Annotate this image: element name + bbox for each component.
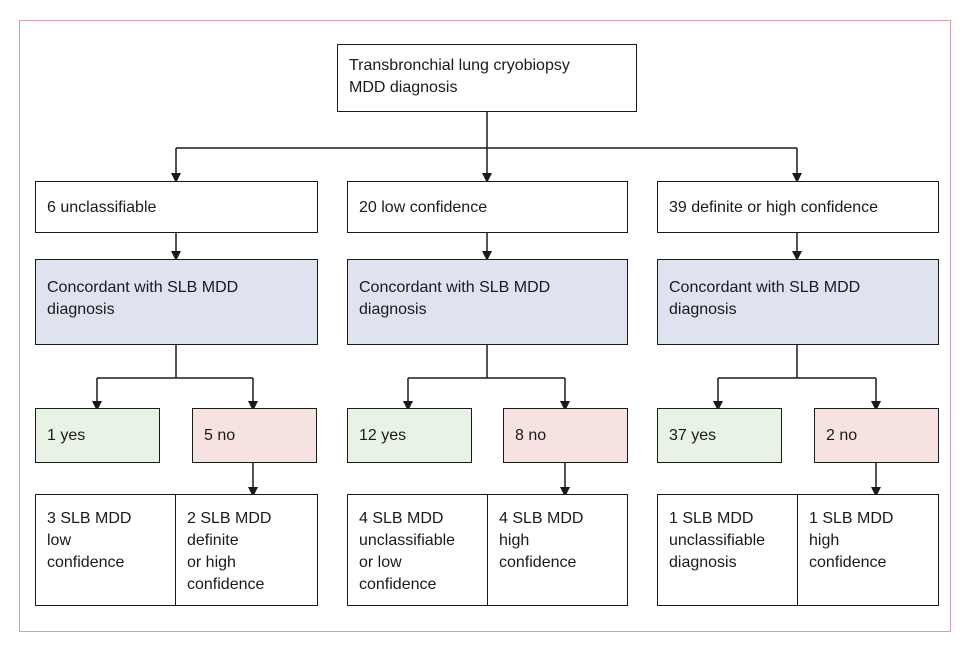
- root-box: Transbronchial lung cryobiopsy MDD diagn…: [337, 44, 637, 112]
- yes-detail-box: 4 SLB MDD unclassifiable or low confiden…: [347, 494, 488, 606]
- category-label: 20 low confidence: [359, 199, 488, 216]
- no-detail-label: 4 SLB MDD high confidence: [499, 510, 584, 571]
- no-detail-label: 1 SLB MDD high confidence: [809, 510, 894, 571]
- category-label: 6 unclassifiable: [47, 199, 157, 216]
- no-box: 5 no: [192, 408, 317, 463]
- concordance-label: Concordant with SLB MDD diagnosis: [669, 279, 861, 318]
- no-label: 5 no: [204, 427, 236, 444]
- yes-detail-label: 3 SLB MDD low confidence: [47, 510, 132, 571]
- yes-detail-box: 1 SLB MDD unclassifiable diagnosis: [657, 494, 798, 606]
- yes-detail-label: 1 SLB MDD unclassifiable diagnosis: [669, 510, 766, 571]
- concordance-label: Concordant with SLB MDD diagnosis: [359, 279, 551, 318]
- no-detail-box: 1 SLB MDD high confidence: [797, 494, 939, 606]
- yes-box: 37 yes: [657, 408, 782, 463]
- split-3: [718, 344, 876, 379]
- yes-label: 12 yes: [359, 427, 407, 444]
- category-label: 39 definite or high confidence: [669, 199, 879, 216]
- figure-frame: [19, 20, 951, 632]
- no-label: 8 no: [515, 427, 547, 444]
- no-detail-box: 4 SLB MDD high confidence: [487, 494, 628, 606]
- yes-box: 12 yes: [347, 408, 472, 463]
- yes-label: 37 yes: [669, 427, 717, 444]
- category-box: 6 unclassifiable: [35, 181, 318, 233]
- category-box: 39 definite or high confidence: [657, 181, 939, 233]
- yes-label: 1 yes: [47, 427, 86, 444]
- concordance-box: Concordant with SLB MDD diagnosis: [347, 259, 628, 345]
- concordance-box: Concordant with SLB MDD diagnosis: [657, 259, 939, 345]
- no-detail-label: 2 SLB MDD definite or high confidence: [187, 510, 272, 593]
- concordance-label: Concordant with SLB MDD diagnosis: [47, 279, 239, 318]
- split-1: [97, 344, 253, 379]
- split-2: [408, 344, 565, 379]
- no-detail-box: 2 SLB MDD definite or high confidence: [175, 494, 318, 606]
- yes-box: 1 yes: [35, 408, 160, 463]
- yes-detail-label: 4 SLB MDD unclassifiable or low confiden…: [359, 510, 456, 593]
- root-text: Transbronchial lung cryobiopsy MDD diagn…: [349, 57, 570, 96]
- category-box: 20 low confidence: [347, 181, 628, 233]
- concordance-box: Concordant with SLB MDD diagnosis: [35, 259, 318, 345]
- yes-detail-box: 3 SLB MDD low confidence: [35, 494, 176, 606]
- no-box: 2 no: [814, 408, 939, 463]
- no-box: 8 no: [503, 408, 628, 463]
- no-label: 2 no: [826, 427, 858, 444]
